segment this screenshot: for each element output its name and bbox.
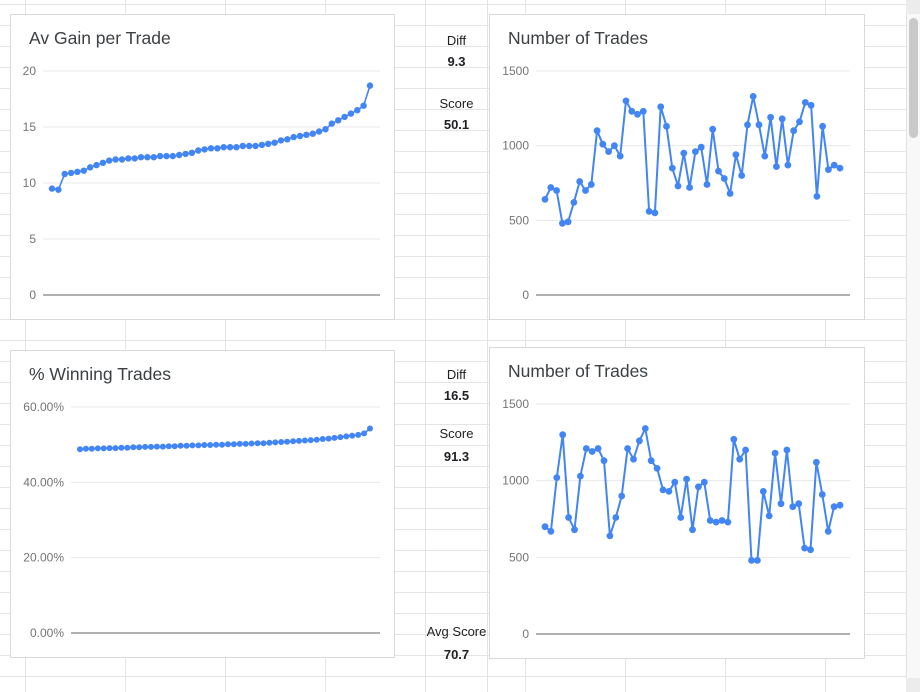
number-of-trades-bottom-plot: 0 500 1000 1500	[502, 397, 850, 641]
cell-score2-value[interactable]: 91.3	[443, 449, 470, 464]
pct-winning-trades-plot: 0.00% 20.00% 40.00% 60.00%	[23, 400, 380, 640]
scrollbar-thumb[interactable]	[909, 18, 918, 138]
svg-text:0.00%: 0.00%	[30, 626, 64, 640]
svg-text:40.00%: 40.00%	[23, 475, 64, 489]
vertical-scrollbar[interactable]	[906, 0, 920, 692]
svg-text:0: 0	[29, 288, 36, 302]
chart-title: Number of Trades	[508, 361, 649, 381]
cell-score1-value[interactable]: 50.1	[443, 117, 470, 132]
chart-pct-winning-trades[interactable]: % Winning Trades 0.00% 20.00% 40.00% 60.00%	[10, 350, 395, 658]
svg-text:15: 15	[23, 120, 37, 134]
svg-text:500: 500	[509, 213, 529, 227]
cell-score2-label[interactable]: Score	[439, 426, 474, 441]
svg-text:5: 5	[29, 232, 36, 246]
av-gain-chart-plot: 0 5 10 15 20	[23, 64, 380, 302]
cell-score1-label[interactable]: Score	[439, 96, 474, 111]
chart-number-of-trades-top[interactable]: Number of Trades 0 500 1000 1500	[489, 14, 865, 320]
svg-text:1500: 1500	[502, 64, 529, 78]
cell-diff1-label[interactable]: Diff	[446, 33, 467, 48]
svg-text:500: 500	[509, 550, 529, 564]
chart-av-gain-per-trade[interactable]: Av Gain per Trade 0 5 10 15 20	[10, 14, 395, 320]
svg-text:20: 20	[23, 64, 37, 78]
svg-text:20.00%: 20.00%	[23, 551, 64, 565]
chart-title: Av Gain per Trade	[29, 28, 171, 48]
scrollbar-up-button[interactable]	[906, 0, 920, 14]
chart-title: Number of Trades	[508, 28, 649, 48]
svg-text:0: 0	[522, 288, 529, 302]
svg-text:60.00%: 60.00%	[23, 400, 64, 414]
svg-text:0: 0	[522, 627, 529, 641]
svg-text:1500: 1500	[502, 397, 529, 411]
number-of-trades-top-plot: 0 500 1000 1500	[502, 64, 850, 302]
chart-number-of-trades-bottom[interactable]: Number of Trades 0 500 1000 1500	[489, 347, 865, 659]
svg-text:1000: 1000	[502, 139, 529, 153]
cell-avg-score-label[interactable]: Avg Score	[426, 624, 487, 639]
cell-diff2-label[interactable]: Diff	[446, 367, 467, 382]
svg-text:1000: 1000	[502, 474, 529, 488]
grid-column-line	[487, 0, 488, 692]
cell-diff2-value[interactable]: 16.5	[443, 388, 470, 403]
cell-avg-score-value[interactable]: 70.7	[443, 647, 470, 662]
chart-title: % Winning Trades	[29, 364, 172, 384]
scrollbar-corner	[906, 678, 920, 692]
cell-diff1-value[interactable]: 9.3	[447, 54, 466, 69]
svg-text:10: 10	[23, 176, 37, 190]
